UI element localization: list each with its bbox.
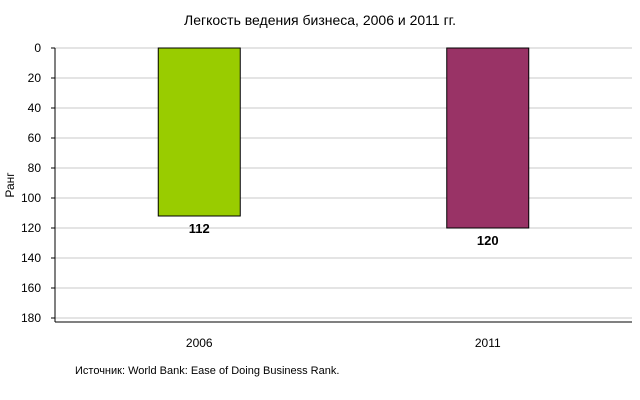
grid	[55, 47, 632, 319]
data-label-2006: 112	[189, 221, 210, 236]
y-axis-ticks: 0 20 40 60 80 100 120 140 160 180	[21, 41, 55, 325]
source-note: Источник: World Bank: Ease of Doing Busi…	[75, 365, 339, 377]
y-tick-label: 60	[28, 131, 42, 145]
x-tick-label-2006: 2006	[186, 336, 213, 350]
y-tick-label: 80	[28, 161, 42, 175]
y-tick-label: 20	[28, 71, 42, 85]
y-tick-label: 100	[21, 191, 41, 205]
x-tick-label-2011: 2011	[475, 336, 501, 350]
y-tick-label: 0	[34, 41, 41, 55]
bar-2006	[157, 47, 241, 217]
x-axis-ticks: 2006 2011	[186, 336, 501, 350]
y-tick-label: 140	[21, 251, 41, 265]
data-labels: 112 120	[189, 221, 499, 248]
y-axis-label: Ранг	[3, 172, 17, 198]
y-tick-label: 120	[21, 221, 41, 235]
data-label-2011: 120	[477, 233, 499, 248]
y-tick-label: 180	[21, 311, 41, 325]
bar-2011	[446, 47, 530, 229]
bars	[157, 47, 530, 229]
chart-title: Легкость ведения бизнеса, 2006 и 2011 гг…	[184, 12, 456, 28]
y-tick-label: 160	[21, 281, 41, 295]
y-tick-label: 40	[28, 101, 42, 115]
